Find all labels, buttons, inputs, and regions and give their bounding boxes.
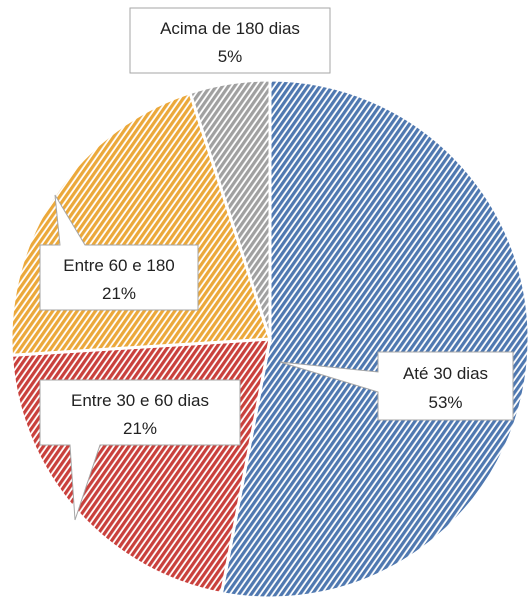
value-label: 21%	[123, 419, 157, 438]
pie-slice	[188, 78, 272, 340]
value-label: 21%	[102, 284, 136, 303]
data-callout	[39, 194, 199, 311]
data-callout	[279, 351, 514, 421]
data-callout	[39, 379, 241, 521]
value-label: 5%	[218, 47, 243, 66]
value-label: 53%	[428, 393, 462, 412]
category-label: Até 30 dias	[403, 364, 488, 383]
data-callout	[129, 7, 331, 74]
category-label: Acima de 180 dias	[160, 19, 300, 38]
category-label: Entre 30 e 60 dias	[71, 391, 209, 410]
category-label: Entre 60 e 180	[63, 256, 175, 275]
